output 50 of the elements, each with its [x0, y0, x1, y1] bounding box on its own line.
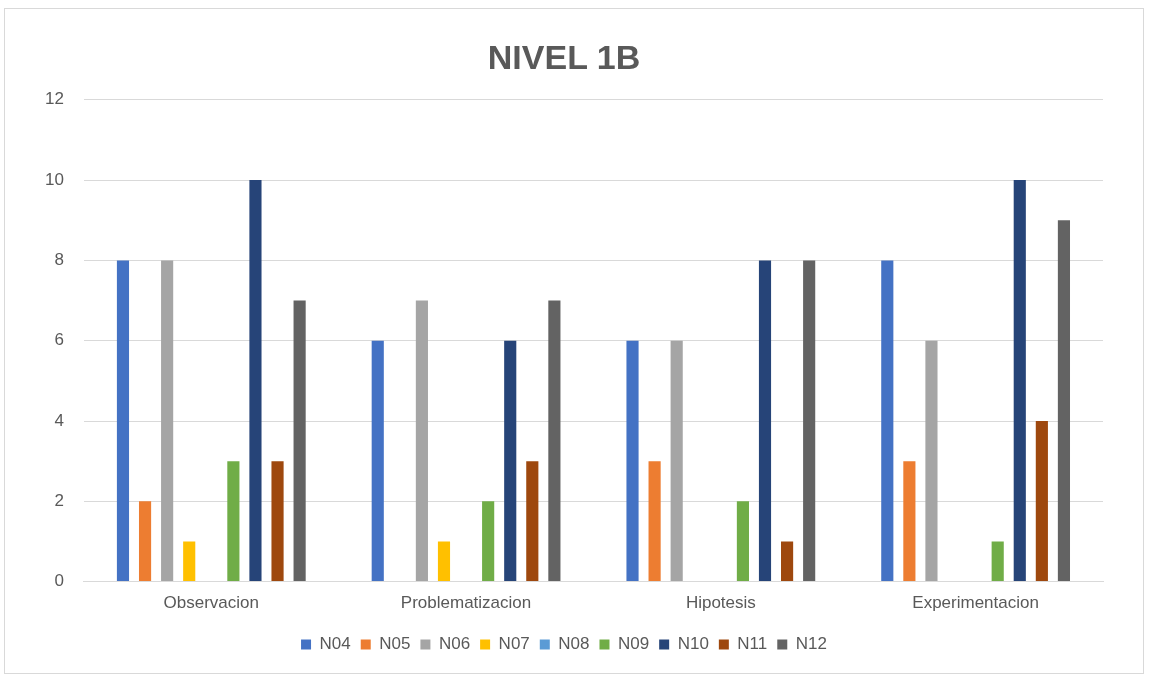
bar	[781, 541, 794, 582]
x-tick-label: Problematizacion	[400, 593, 532, 613]
bar	[437, 541, 451, 582]
chart-title: NIVEL 1B	[487, 37, 641, 76]
bar	[991, 541, 1004, 582]
y-tick-label: 0	[54, 571, 64, 591]
y-tick-label: 4	[54, 410, 64, 430]
bar	[116, 260, 130, 582]
bar	[293, 300, 306, 582]
bar	[526, 461, 539, 582]
legend-label: N05	[379, 634, 411, 654]
y-tick-label: 12	[44, 89, 64, 109]
y-tick-label: 6	[54, 330, 64, 350]
y-tick-label: 2	[54, 490, 64, 510]
legend-label: N11	[737, 634, 768, 654]
bar	[758, 260, 772, 582]
legend-label: N09	[617, 634, 650, 654]
y-tick-label: 8	[54, 250, 64, 270]
bar	[504, 340, 517, 582]
legend-label: N04	[319, 634, 351, 654]
bar	[803, 260, 816, 582]
legend-label: N10	[677, 634, 709, 654]
x-tick-label: Experimentacion	[912, 593, 1039, 613]
legend-label: N12	[795, 634, 827, 654]
legend-label: N06	[438, 634, 471, 654]
bar	[415, 300, 428, 582]
legend-label: N07	[498, 634, 530, 654]
bar	[371, 340, 384, 582]
bar	[903, 461, 916, 582]
bar	[881, 260, 894, 582]
bar	[548, 300, 561, 582]
bar	[249, 180, 262, 582]
bar	[736, 501, 749, 582]
bar	[482, 501, 495, 582]
bar	[925, 340, 938, 582]
legend-label: N08	[558, 634, 590, 654]
y-tick-label: 10	[44, 169, 64, 189]
bar	[227, 461, 240, 582]
bar	[1057, 220, 1071, 582]
bar	[1035, 421, 1048, 582]
bar	[183, 541, 196, 582]
bar	[138, 501, 152, 582]
bar	[271, 461, 284, 582]
bar	[161, 260, 174, 582]
x-tick-label: Observacion	[163, 593, 260, 613]
bar	[670, 340, 683, 582]
x-tick-label: Hipotesis	[685, 593, 756, 613]
bar	[648, 461, 661, 582]
bar	[626, 340, 639, 582]
bar	[1013, 180, 1026, 582]
